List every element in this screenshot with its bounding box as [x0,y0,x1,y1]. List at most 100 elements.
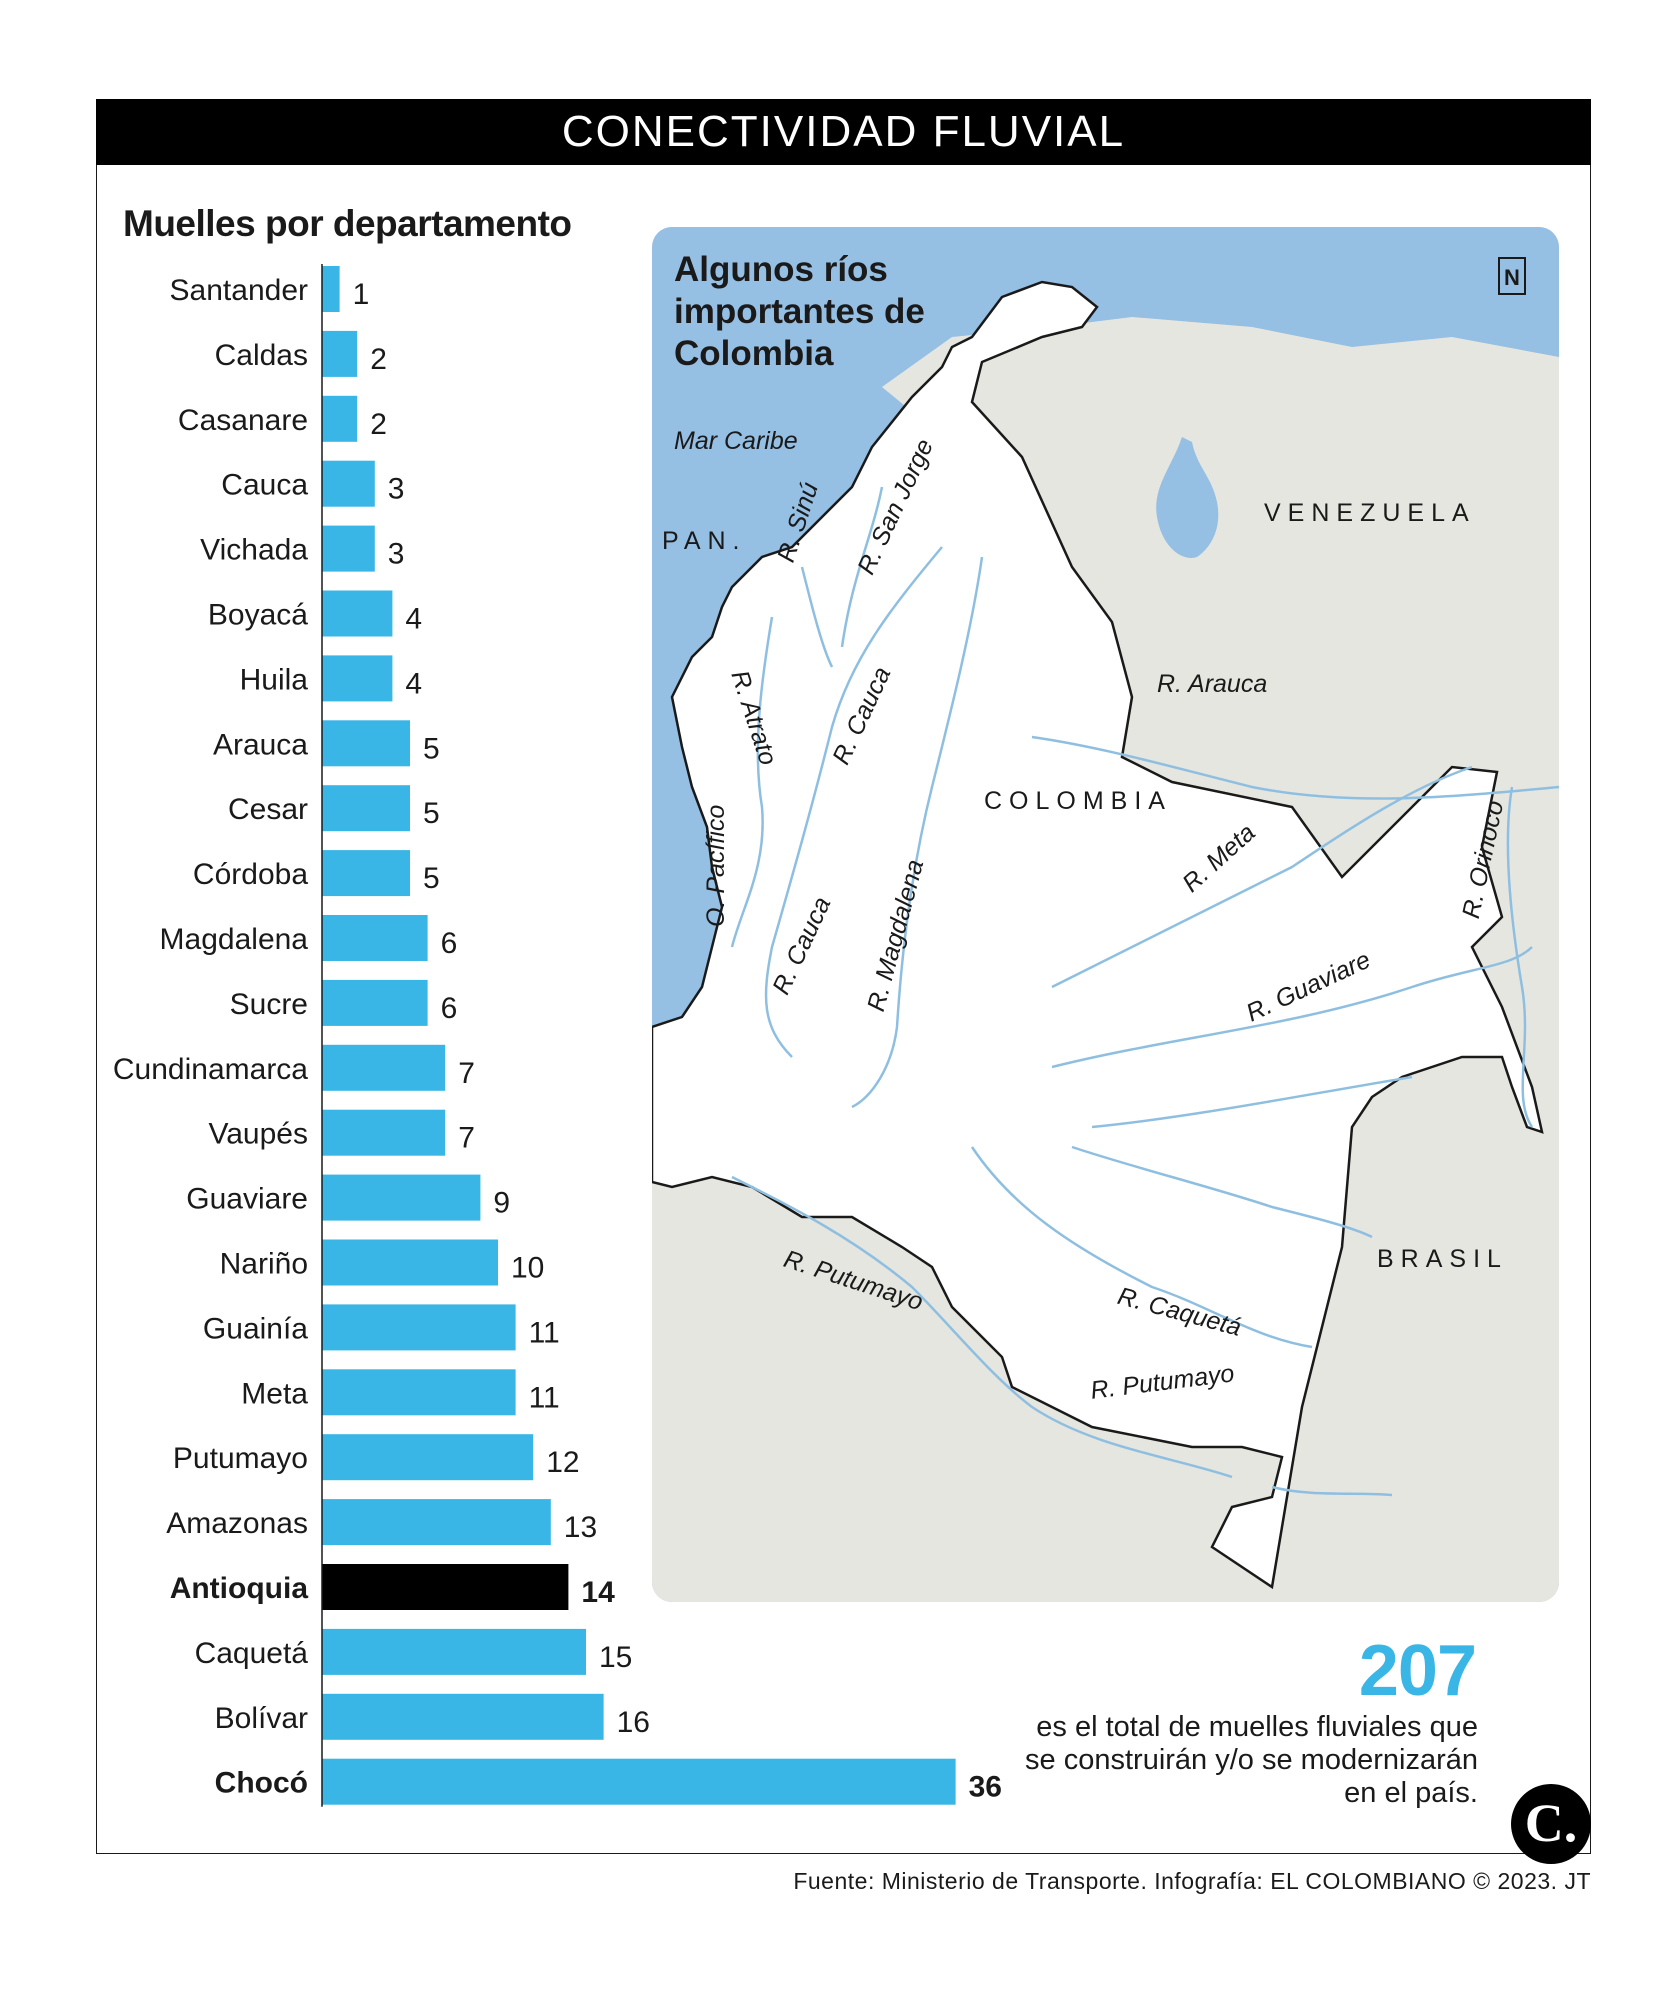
river-meta [1051,765,1473,989]
category-label: Casanare [178,404,308,437]
value-label: 36 [969,1771,1002,1804]
value-label: 15 [599,1641,632,1674]
category-label: Amazonas [166,1507,308,1540]
value-label: 9 [493,1187,510,1220]
bar-antioquia [322,1564,569,1610]
value-label: 5 [423,862,440,895]
value-label: 3 [388,538,405,571]
bar-cesar [322,785,410,832]
value-label: 2 [370,343,387,376]
rivers [730,486,1559,1497]
bar-bolívar [322,1693,604,1740]
bar-cauca [322,460,375,507]
label-oceano-pacifico: O. Pacífico [702,804,730,927]
river-caqueta [970,1146,1313,1349]
bar-chocó [322,1758,956,1805]
category-label: Córdoba [193,858,308,891]
category-label: Arauca [213,728,308,761]
river-guaviare [1051,946,1533,1069]
value-label: 16 [617,1706,650,1739]
category-label: Magdalena [160,923,309,956]
category-label: Sucre [230,988,308,1021]
bar-nariño [322,1239,498,1286]
label-colombia: COLOMBIA [984,787,1172,815]
category-label: Caldas [215,339,308,372]
category-label: Guaviare [186,1183,308,1216]
category-label: Santander [170,274,308,307]
map-title: Algunos ríos importantes de Colombia [674,250,925,373]
value-label: 11 [529,1381,560,1414]
colombia-land [652,280,1544,1590]
value-label: 3 [388,473,405,506]
category-label: Boyacá [208,599,308,632]
bar-guainía [322,1304,516,1351]
bar-vaupés [322,1109,446,1156]
bar-santander [322,266,340,312]
bar-chart: Santander 1 Caldas 2 Casanare 2 Cauca 3 Vichada 3… [113,264,1002,1807]
page-title: CONECTIVIDAD FLUVIAL [96,99,1591,165]
bar-casanare [322,395,358,442]
river-apaporis [1071,1145,1373,1239]
bar-boyacá [322,590,393,637]
category-label: Nariño [220,1248,308,1281]
bar-magdalena [322,915,428,961]
bar-vichada [322,525,375,572]
value-label: 5 [423,797,440,830]
value-label: 13 [564,1511,597,1544]
label-venezuela: VENEZUELA [1264,499,1476,527]
river-putumayo [731,1175,1233,1479]
label-brasil: BRASIL [1377,1245,1508,1273]
value-label: 11 [529,1316,560,1349]
river-sinu [800,566,834,668]
category-label: Meta [241,1377,308,1410]
river-atrato [730,616,774,948]
bar-sucre [322,979,428,1026]
category-label: Chocó [215,1767,308,1800]
map-panel: Algunos ríos importantes de Colombia N M… [652,227,1559,1602]
category-label: Cesar [228,793,308,826]
category-label: Bolívar [215,1702,308,1735]
label-panama: PAN. [662,527,747,555]
label-mar-caribe: Mar Caribe [674,427,798,455]
total-value: 207 [1358,1631,1477,1711]
category-label: Putumayo [173,1442,308,1475]
label-r-arauca: R. Arauca [1157,670,1268,698]
value-label: 10 [511,1252,544,1285]
category-label: Vichada [200,534,308,567]
source-credit: Fuente: Ministerio de Transporte. Infogr… [793,1868,1591,1894]
river-san-jorge [840,486,884,648]
value-label: 1 [353,278,370,311]
category-label: Cundinamarca [113,1053,308,1086]
value-label: 5 [423,732,440,765]
value-label: 14 [581,1576,615,1609]
bar-putumayo [322,1434,534,1481]
el-colombiano-logo: C. [1511,1784,1591,1864]
bar-guaviare [322,1174,481,1221]
value-label: 2 [370,408,387,441]
value-label: 4 [405,603,422,636]
colombia-rivers-map [652,227,1559,1602]
bar-córdoba [322,850,410,897]
river-arauca [1031,735,1559,800]
category-label: Vaupés [208,1118,308,1151]
value-label: 6 [441,927,458,960]
value-label: 7 [458,1122,475,1155]
category-label: Huila [240,663,309,696]
river-magdalena [851,556,984,1109]
bar-caldas [322,330,358,377]
north-arrow-icon: N [1498,257,1526,295]
category-label: Guainía [203,1312,308,1345]
bar-meta [322,1369,516,1416]
value-label: 6 [441,992,458,1025]
bar-cundinamarca [322,1044,446,1091]
river-inirida [1091,1075,1413,1129]
bar-caquetá [322,1628,586,1675]
category-label: Antioquia [170,1572,309,1605]
bar-huila [322,655,393,702]
total-description: es el total de muelles fluviales que se … [1025,1711,1478,1809]
bar-arauca [322,720,410,767]
lake-maracaibo [1156,437,1219,558]
category-label: Caquetá [195,1637,309,1670]
river-cauca [764,546,943,1058]
river-amazonas [1271,1485,1393,1497]
